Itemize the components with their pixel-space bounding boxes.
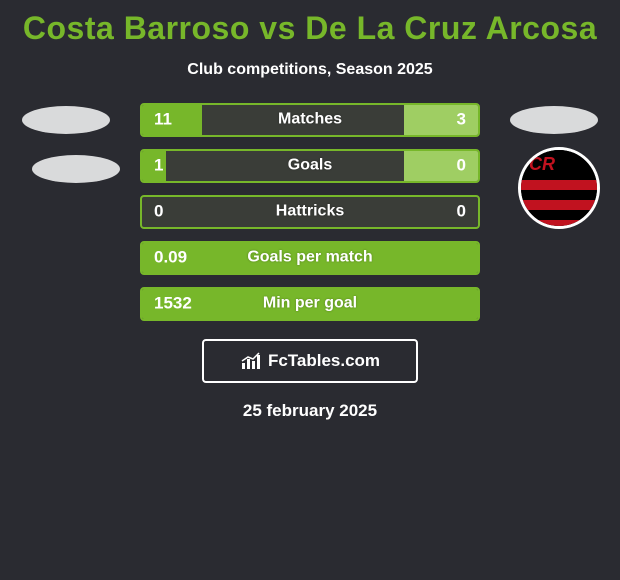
fill-right [404,151,478,181]
player-right-avatar [510,106,598,134]
stat-right-value: 3 [457,110,466,130]
stat-row-gpm: 0.09 Goals per match [10,241,610,275]
stat-label: Hattricks [276,203,344,221]
stat-label: Goals per match [247,249,372,267]
stat-label: Min per goal [263,295,357,313]
brand-badge[interactable]: FcTables.com [202,339,418,383]
stat-left-value: 1 [154,156,163,176]
stats-rows: 11 Matches 3 1 Goals 0 CR 0 Hattricks 0 [0,103,620,321]
stat-bar: 0.09 Goals per match [140,241,480,275]
stat-bar: 1 Goals 0 [140,149,480,183]
fill-left [142,105,202,135]
stat-left-value: 1532 [154,294,192,314]
stat-row-mpg: 1532 Min per goal [10,287,610,321]
stat-left-value: 11 [154,110,172,130]
stat-bar: 11 Matches 3 [140,103,480,137]
stat-bar: 0 Hattricks 0 [140,195,480,229]
fill-right [404,105,478,135]
stat-right-value: 0 [457,202,466,222]
player-left-avatar [22,106,110,134]
stat-row-goals: 1 Goals 0 CR [10,149,610,183]
stat-row-matches: 11 Matches 3 [10,103,610,137]
stat-label: Goals [288,157,332,175]
stat-left-value: 0 [154,202,163,222]
subtitle: Club competitions, Season 2025 [0,61,620,79]
stat-bar: 1532 Min per goal [140,287,480,321]
stat-left-value: 0.09 [154,248,187,268]
stat-right-value: 0 [457,156,466,176]
brand-text: FcTables.com [268,351,380,371]
stat-label: Matches [278,111,342,129]
chart-icon [240,352,262,370]
page-title: Costa Barroso vs De La Cruz Arcosa [0,0,620,47]
player-left-avatar-2 [32,155,120,183]
stat-row-hattricks: 0 Hattricks 0 [10,195,610,229]
date-label: 25 february 2025 [0,401,620,421]
